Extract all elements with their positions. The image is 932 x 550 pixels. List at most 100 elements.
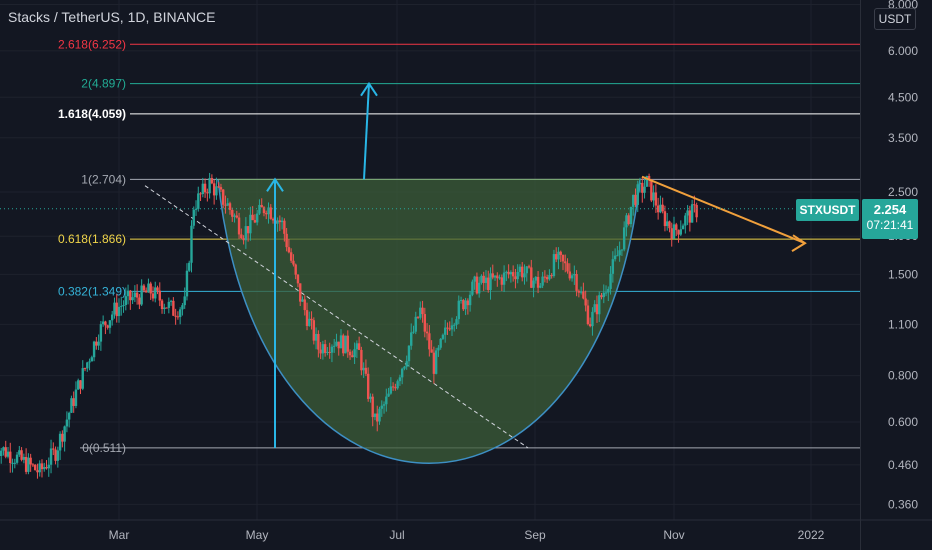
candle-body	[149, 283, 152, 294]
ticker-label: STXUSDT	[796, 199, 859, 221]
candle-body	[29, 457, 32, 465]
price-axis-tick: 3.500	[888, 131, 918, 145]
candle-body	[65, 419, 69, 427]
candle-body	[387, 393, 390, 397]
candle-body	[360, 349, 363, 371]
candle-body	[475, 276, 479, 294]
candle-body	[106, 325, 109, 328]
candle-body	[210, 177, 214, 184]
candle-body	[380, 405, 383, 409]
candle-body	[407, 345, 411, 362]
candle-body	[622, 227, 626, 250]
candle-body	[269, 207, 272, 219]
candle-body	[108, 320, 112, 328]
candle-body	[197, 193, 200, 209]
candle-body	[672, 224, 676, 239]
candle-body	[643, 186, 646, 193]
candle-body	[6, 451, 10, 457]
candle-body	[391, 386, 395, 388]
candle-body	[86, 362, 89, 369]
candle-body	[323, 344, 327, 353]
candle-body	[301, 299, 304, 302]
candle-body	[405, 361, 408, 367]
candle-body	[453, 324, 456, 326]
candle-body	[101, 321, 105, 325]
time-axis-tick: Nov	[663, 528, 684, 542]
candle-body	[222, 189, 225, 205]
candle-body	[219, 187, 223, 190]
candle-body	[521, 266, 524, 278]
candle-body	[47, 464, 50, 469]
time-axis-tick: Mar	[109, 528, 130, 542]
candle-body	[115, 302, 118, 317]
candle-body	[330, 346, 334, 353]
candle-body	[466, 300, 470, 306]
price-axis-tick: 8.000	[888, 0, 918, 12]
candle-body	[11, 462, 14, 464]
last-price-label: 2.254 07:21:41	[862, 199, 918, 239]
candle-body	[280, 220, 284, 223]
candle-body	[650, 179, 653, 201]
candle-body	[124, 296, 127, 305]
target-arrow-head	[266, 177, 284, 192]
candle-body	[487, 277, 490, 291]
candle-body	[355, 343, 359, 350]
candle-body	[566, 263, 569, 272]
candle-body	[369, 396, 372, 399]
candle-body	[484, 277, 488, 283]
candle-body	[201, 183, 205, 195]
fib-level-label: 2.618(6.252)	[58, 37, 126, 51]
candle-body	[496, 275, 499, 279]
candle-body	[430, 349, 433, 353]
candle-body	[328, 351, 331, 353]
candle-body	[523, 273, 526, 278]
candle-body	[18, 450, 21, 455]
candle-body	[679, 229, 682, 235]
currency-selector[interactable]: USDT	[874, 8, 916, 30]
candle-body	[2, 447, 5, 451]
candle-body	[468, 294, 472, 306]
candle-body	[22, 456, 26, 460]
candle-body	[663, 211, 667, 227]
price-axis-tick: 6.000	[888, 44, 918, 58]
candle-body	[654, 192, 658, 206]
candle-body	[255, 213, 259, 223]
candle-body	[539, 285, 542, 288]
candle-body	[160, 300, 164, 310]
candle-body	[99, 324, 103, 342]
candle-body	[434, 350, 438, 374]
candle-body	[176, 316, 180, 318]
candle-body	[308, 318, 311, 326]
candle-body	[543, 276, 547, 278]
breakout-arrow-shaft	[363, 83, 370, 180]
chart-title: Stacks / TetherUS, 1D, BINANCE	[8, 9, 216, 25]
candle-body	[4, 447, 7, 457]
candle-body	[498, 277, 501, 279]
candle-body	[97, 341, 100, 346]
candle-body	[394, 387, 397, 389]
price-axis-tick: 1.100	[888, 317, 918, 331]
candle-body	[620, 249, 624, 251]
candle-body	[400, 368, 404, 378]
candle-body	[432, 352, 436, 374]
candle-body	[265, 213, 268, 215]
candle-body	[140, 285, 143, 305]
candle-body	[441, 334, 445, 339]
candle-body	[181, 305, 184, 310]
candle-body	[371, 396, 374, 418]
candle-body	[593, 304, 596, 312]
candle-body	[450, 325, 454, 330]
candle-body	[444, 327, 447, 335]
candle-body	[548, 275, 551, 280]
candle-body	[573, 274, 576, 276]
candle-body	[294, 264, 297, 275]
candle-body	[310, 318, 313, 321]
candle-body	[595, 304, 599, 315]
candle-body	[156, 287, 159, 291]
candle-body	[237, 217, 241, 235]
candle-body	[95, 341, 98, 346]
candle-body	[577, 290, 581, 293]
candle-body	[480, 275, 483, 283]
candle-body	[233, 215, 236, 217]
